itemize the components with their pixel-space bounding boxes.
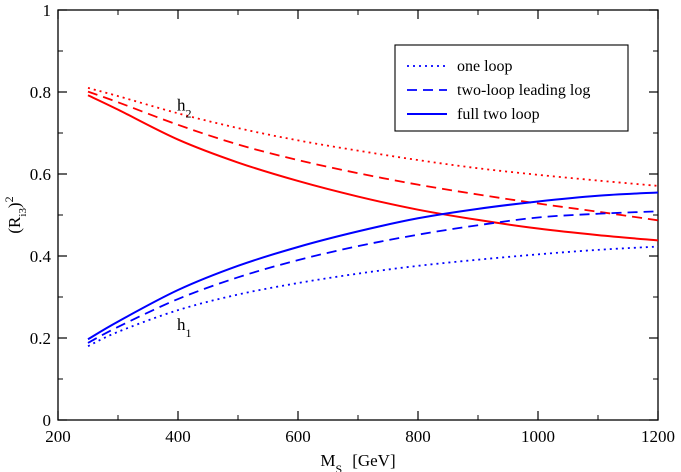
y-tick-label: 0.8 (30, 83, 51, 102)
x-axis-label: MS [GeV] (320, 451, 395, 472)
legend-box (394, 44, 629, 132)
h2-dotted-curve (87, 87, 659, 187)
legend-entry-dashed: two-loop leading log (457, 82, 590, 99)
x-tick-label: 800 (405, 427, 431, 446)
h1-dashed-curve (87, 210, 659, 344)
x-tick-label: 1000 (521, 427, 555, 446)
curve-label-h2: h2 (177, 95, 192, 120)
curve-labels: h2 h1 (177, 95, 192, 339)
x-tick-label: 200 (45, 427, 71, 446)
legend: one loop two-loop leading log full two loo… (394, 44, 629, 132)
plot-area: 200 400 600 800 1000 1200 0 0.2 0.4 0.6 0.8 1 (30, 1, 675, 446)
h1-solid-curve (87, 191, 659, 341)
h2-dashed-curve (87, 90, 659, 222)
legend-entry-dotted: one loop (457, 58, 513, 75)
legend-entry-solid: full two loop (457, 106, 540, 123)
data-curves (87, 87, 659, 348)
x-tick-label: 1200 (641, 427, 675, 446)
axis-ticks: 200 400 600 800 1000 1200 0 0.2 0.4 0.6 0.8 1 (30, 1, 675, 446)
y-tick-label: 0 (43, 411, 52, 430)
y-axis-label: (Ri3)2 (2, 196, 29, 233)
y-tick-label: 0.4 (30, 247, 52, 266)
y-tick-label: 0.2 (30, 329, 51, 348)
x-tick-label: 600 (285, 427, 311, 446)
x-tick-label: 400 (165, 427, 191, 446)
y-tick-label: 0.6 (30, 165, 51, 184)
curve-label-h1: h1 (177, 315, 192, 340)
y-tick-label: 1 (43, 1, 52, 20)
h2-solid-curve (87, 94, 659, 242)
h1-dotted-curve (87, 245, 659, 348)
